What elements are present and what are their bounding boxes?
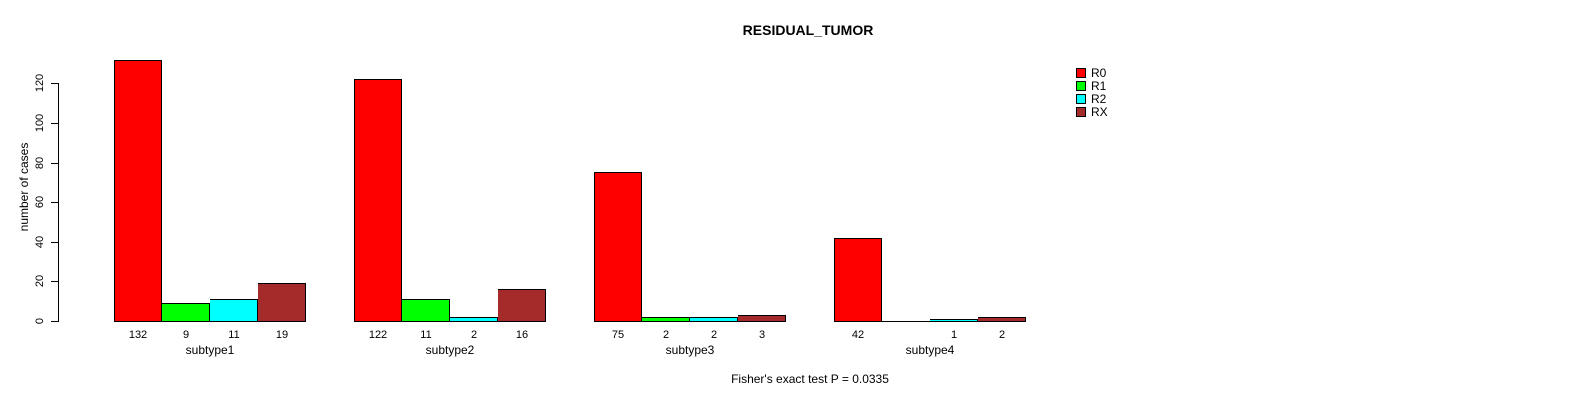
legend: R0 R1 R2 RX: [1076, 65, 1108, 119]
legend-row-r1: R1: [1076, 78, 1108, 93]
bar-value-label: 11: [420, 329, 432, 341]
legend-row-r2: R2: [1076, 91, 1108, 106]
y-axis-label: number of cases: [17, 142, 31, 232]
bar-value-label: 11: [228, 329, 240, 341]
bar-r2-subtype1: [210, 299, 258, 322]
bar-value-label: 3: [758, 329, 766, 341]
group-baseline: [594, 321, 786, 322]
bar-r1-subtype2: [402, 299, 450, 322]
legend-swatch-r2: [1076, 93, 1086, 104]
bar-value-label: 2: [710, 329, 718, 341]
y-tick-label: 40: [34, 235, 46, 249]
y-tick-label: 20: [34, 274, 46, 288]
bar-rx-subtype2: [498, 289, 546, 322]
y-axis-line: [58, 83, 59, 322]
bar-value-label: 19: [275, 329, 289, 341]
legend-label-rx: RX: [1091, 104, 1108, 119]
chart-title: RESIDUAL_TUMOR: [742, 22, 874, 38]
category-label-subtype4: subtype4: [905, 343, 955, 357]
y-tick-mark: [51, 83, 58, 84]
y-tick-label: 80: [34, 156, 46, 170]
y-tick-mark: [51, 163, 58, 164]
group-baseline: [354, 321, 546, 322]
bar-value-label: 2: [662, 329, 670, 341]
group-baseline: [114, 321, 306, 322]
bar-r0-subtype3: [594, 172, 642, 322]
legend-swatch-r0: [1076, 67, 1086, 78]
legend-label-r0: R0: [1091, 65, 1107, 80]
y-tick-label: 0: [34, 317, 46, 325]
fisher-test-note: Fisher's exact test P = 0.0335: [731, 372, 889, 386]
bar-r1-subtype1: [162, 303, 210, 322]
y-tick-mark: [51, 321, 58, 322]
category-label-subtype3: subtype3: [665, 343, 715, 357]
y-tick-mark: [51, 123, 58, 124]
bar-value-label: 1: [950, 329, 958, 341]
bar-value-label: 75: [611, 329, 625, 341]
legend-swatch-rx: [1076, 106, 1086, 117]
bar-value-label: 2: [470, 329, 478, 341]
bar-value-label: 122: [368, 329, 388, 341]
bar-r0-subtype4: [834, 238, 882, 322]
legend-row-rx: RX: [1076, 104, 1108, 119]
legend-label-r1: R1: [1091, 78, 1107, 93]
y-tick-mark: [51, 242, 58, 243]
bar-rx-subtype1: [258, 283, 306, 322]
y-tick-mark: [51, 281, 58, 282]
legend-row-r0: R0: [1076, 65, 1108, 80]
y-tick-label: 120: [34, 73, 46, 93]
bar-value-label: 2: [998, 329, 1006, 341]
bar-r0-subtype1: [114, 60, 162, 322]
bar-value-label: 42: [851, 329, 865, 341]
group-baseline: [834, 321, 1026, 322]
legend-label-r2: R2: [1091, 91, 1107, 106]
category-label-subtype1: subtype1: [185, 343, 235, 357]
y-tick-label: 60: [34, 195, 46, 209]
y-tick-mark: [51, 202, 58, 203]
y-tick-label: 100: [34, 113, 46, 133]
bar-value-label: 132: [128, 329, 148, 341]
bar-r0-subtype2: [354, 79, 402, 322]
bar-value-label: 9: [182, 329, 190, 341]
category-label-subtype2: subtype2: [425, 343, 475, 357]
bar-value-label: 16: [515, 329, 529, 341]
legend-swatch-r1: [1076, 80, 1086, 91]
